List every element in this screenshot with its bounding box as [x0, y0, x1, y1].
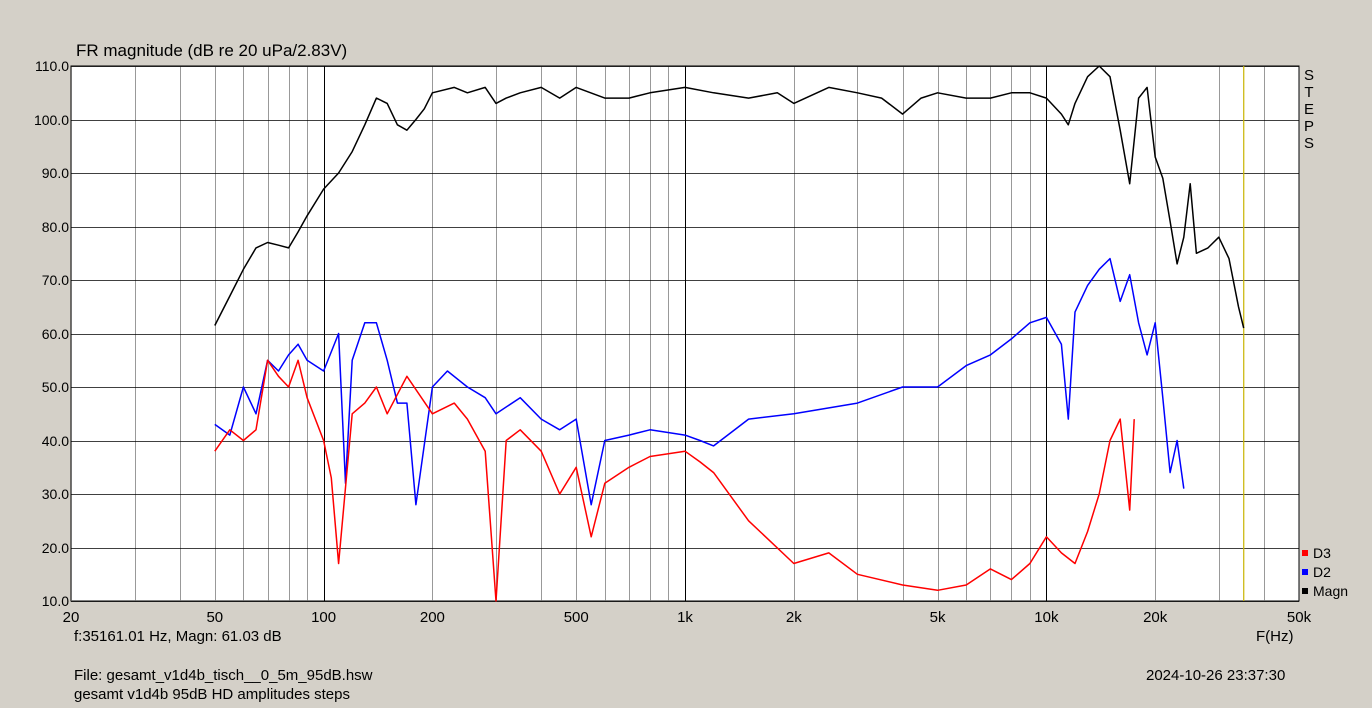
x-tick-label: 50 — [206, 609, 224, 626]
legend-swatch — [1302, 588, 1308, 594]
x-tick-label: 200 — [419, 609, 445, 626]
y-tick-label: 20.0 — [41, 539, 69, 556]
grid-lines — [71, 66, 1300, 602]
y-tick-label: 110.0 — [35, 58, 69, 74]
y-tick-label: 50.0 — [41, 379, 69, 395]
x-tick-label: 20k — [1143, 609, 1168, 626]
y-tick-label: 100.0 — [33, 111, 69, 128]
y-tick-label: 10.0 — [41, 593, 69, 609]
x-tick-label: 10k — [1034, 609, 1059, 626]
y-tick-label: 90.0 — [41, 165, 69, 181]
legend-swatch — [1302, 569, 1308, 575]
series-line-magn — [214, 65, 1245, 329]
series-line-d2 — [214, 257, 1185, 506]
legend-label: Magn — [1313, 583, 1349, 599]
x-tick-label: 20 — [62, 609, 80, 626]
x-tick-label: 2k — [785, 609, 802, 626]
series-line-d3 — [214, 359, 1135, 602]
y-tick-label: 60.0 — [41, 325, 69, 342]
x-tick-label: 500 — [563, 609, 589, 626]
y-tick-label: 40.0 — [41, 432, 69, 449]
x-axis-label: F(Hz) — [1256, 628, 1294, 645]
y-tick-label: 70.0 — [41, 272, 69, 288]
series-lines — [214, 65, 1245, 602]
chart-title: FR magnitude (dB re 20 uPa/2.83V) — [76, 41, 348, 60]
legend-item-d3: D3 — [1302, 545, 1331, 561]
description-label: gesamt v1d4b 95dB HD amplitudes steps — [74, 686, 350, 703]
x-tick-label: 50k — [1286, 609, 1312, 626]
y-tick-label: 30.0 — [41, 486, 69, 502]
x-tick-label: 100 — [311, 609, 337, 626]
y-tick-label: 80.0 — [41, 218, 69, 235]
x-tick-label: 5k — [929, 609, 946, 626]
x-tick-label: 1k — [677, 609, 693, 626]
legend-item-magn: Magn — [1302, 583, 1348, 599]
file-label: File: gesamt_v1d4b_tisch__0_5m_95dB.hsw — [74, 667, 373, 684]
legend-label: D2 — [1313, 564, 1331, 580]
cursor-readout: f:35161.01 Hz, Magn: 61.03 dB — [74, 628, 282, 645]
legend-swatch — [1302, 550, 1308, 556]
legend-label: D3 — [1313, 545, 1331, 561]
timestamp: 2024-10-26 23:37:30 — [1146, 667, 1286, 684]
legend-item-d2: D2 — [1302, 564, 1331, 580]
